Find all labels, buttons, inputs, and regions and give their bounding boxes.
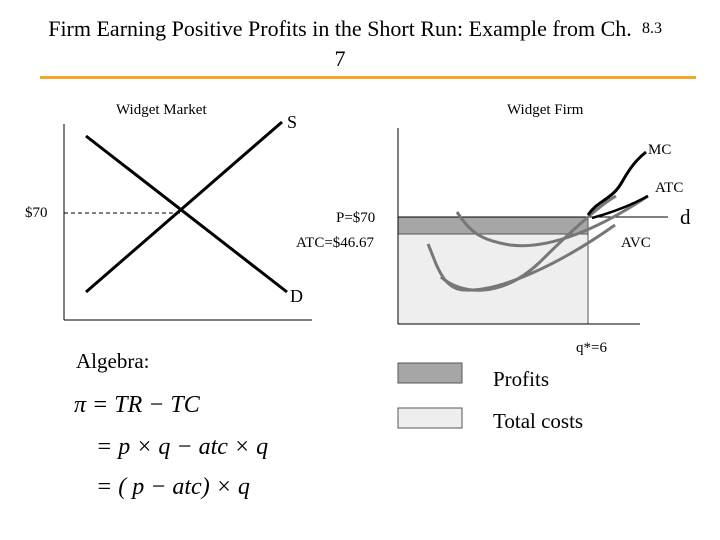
atc-label: ATC [655,180,684,196]
market-title: Widget Market [116,102,207,118]
algebra-label: Algebra: [76,349,150,373]
profit-area [397,216,589,235]
firm-title: Widget Firm [507,102,584,118]
slide-title: Firm Earning Positive Profits in the Sho… [48,16,632,71]
supply-curve [85,120,283,294]
algebra-line-3: = ( p − atc) × q [96,474,250,500]
atc-curve-upper [591,194,649,220]
avc-label: AVC [621,235,651,251]
title-divider [40,76,696,79]
costs-legend-label: Total costs [493,409,584,433]
algebra-line-2: = p × q − atc × q [96,434,269,460]
profits-legend-swatch [397,362,463,384]
supply-label: S [287,112,298,132]
mc-curve-upper [586,150,647,216]
costs-legend-swatch [397,407,463,429]
market-axes [63,124,312,321]
demand-label: D [290,286,303,306]
market-price-label: $70 [25,205,48,221]
demand-curve [85,134,288,294]
atc-curve [455,194,649,248]
profits-legend-label: Profits [493,367,550,391]
atc-annotation: ATC=$46.67 [296,235,375,251]
slide-number: 8.3 [642,20,662,37]
firm-demand-label: d [680,205,691,229]
mc-label: MC [648,142,672,158]
quantity-label: q*=6 [576,340,607,356]
algebra-line-1: π = TR − TC [74,392,200,418]
firm-axes [397,128,640,325]
mc-curve [440,194,617,292]
price-annotation: P=$70 [336,210,376,226]
total-cost-area [397,233,589,325]
